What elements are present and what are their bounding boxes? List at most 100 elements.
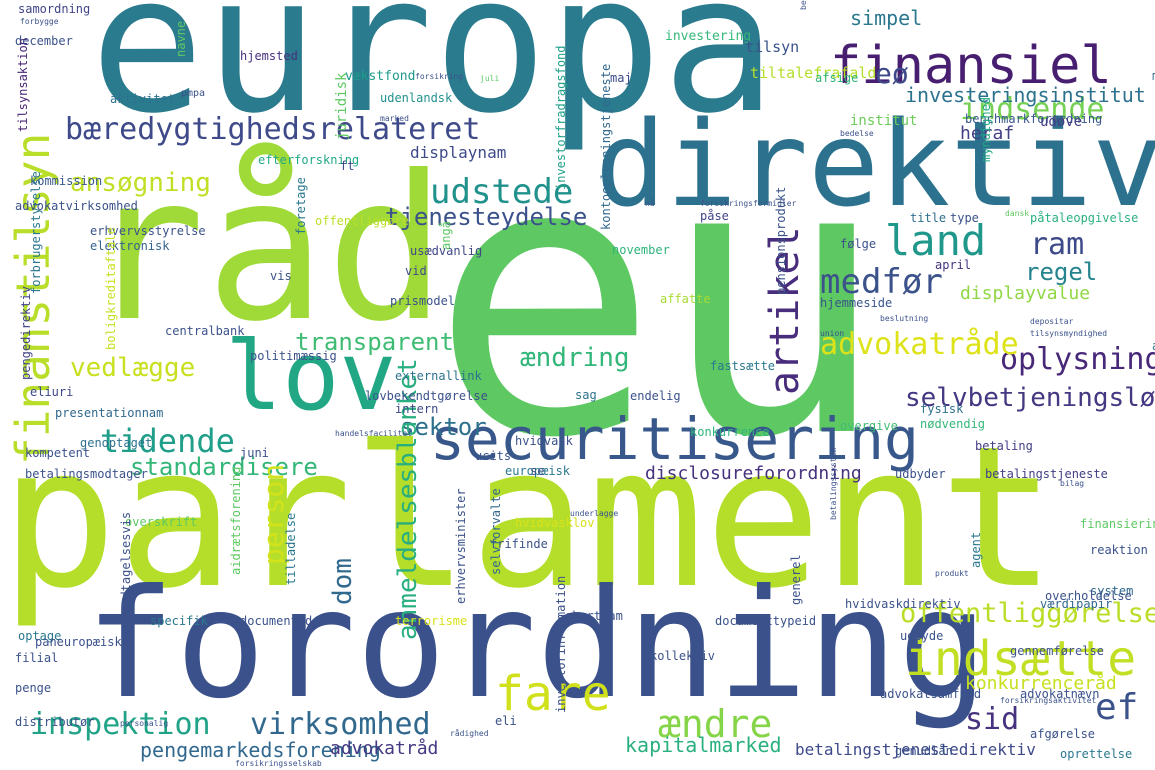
cloud-word: indsende (960, 92, 1105, 127)
cloud-word: europæisk (505, 464, 571, 478)
cloud-word: virksomhed (250, 707, 431, 742)
cloud-word: finansiering (1080, 517, 1155, 531)
cloud-word: advokatråd (330, 738, 439, 759)
cloud-word: kompetent (25, 446, 91, 460)
cloud-word: påtaleopgivelse (1030, 211, 1139, 225)
cloud-word: frifinde (490, 537, 548, 551)
cloud-word: tilsynsaktion (16, 38, 30, 132)
cloud-word: foretage (294, 177, 308, 235)
cloud-word: påse (700, 209, 729, 223)
cloud-word: efterforskning (258, 153, 360, 167)
cloud-word: prismodel (390, 294, 456, 308)
cloud-word: title (910, 211, 947, 225)
cloud-word: eliuri (30, 385, 74, 399)
cloud-word: transparent (295, 328, 454, 356)
cloud-word: investering (665, 29, 752, 44)
cloud-word: fysisk (920, 402, 964, 416)
cloud-word: externallink (395, 369, 482, 383)
cloud-word: anvendelse (1152, 340, 1155, 352)
cloud-word: undtagelsesvis (119, 511, 133, 613)
cloud-word: betalingstjenestedirektiv (795, 740, 1036, 759)
cloud-word: vis (270, 269, 292, 283)
cloud-word: forsikringsformidler (700, 199, 797, 208)
cloud-word: medfør (820, 262, 943, 302)
cloud-word: ram (1030, 227, 1085, 262)
cloud-word: reaktion (1090, 543, 1148, 557)
cloud-word: centralbank (165, 324, 245, 338)
cloud-word: finansiel (830, 36, 1112, 96)
cloud-word: securitisering (430, 405, 919, 473)
cloud-word: advokatnævn (1020, 687, 1100, 701)
cloud-word: intern (395, 402, 439, 416)
cloud-word: pengemarkedsforening (140, 738, 381, 762)
cloud-word: affatte (660, 292, 711, 306)
cloud-word: juli (480, 74, 500, 83)
cloud-word: documenttypeid (715, 614, 817, 628)
cloud-word: overgive (840, 419, 898, 433)
cloud-word: forbygge (20, 17, 59, 26)
cloud-word: betalingsmodtager (25, 467, 148, 481)
cloud-word: erhvervsstyrelse (90, 224, 206, 238)
cloud-word: overskrift (125, 515, 198, 529)
cloud-word: pengedirektiv (19, 286, 33, 380)
cloud-word: indsætte (905, 631, 1137, 687)
cloud-word: depositar (1030, 317, 1074, 326)
cloud-word: terrorisme (395, 614, 468, 628)
cloud-word: institut (850, 113, 918, 129)
cloud-word: hvidvasklov (515, 516, 595, 530)
cloud-word: gennemførelse (1010, 644, 1104, 658)
cloud-word: penge (15, 681, 52, 695)
cloud-word: hjemmeside (820, 296, 893, 310)
cloud-word: marked (380, 114, 409, 123)
cloud-word: offentliggørelse (900, 598, 1155, 629)
cloud-word: myndighed (979, 96, 993, 162)
cloud-word: vid (405, 264, 427, 278)
cloud-word: genudlån (895, 744, 953, 758)
cloud-word: udbyde (900, 629, 944, 643)
cloud-word: hvidvaskdirektiv (845, 597, 961, 611)
cloud-word: agent (969, 531, 983, 568)
cloud-word: sag (575, 388, 597, 402)
cloud-word: ansøgning (70, 168, 211, 198)
cloud-word: ef (1095, 687, 1139, 728)
cloud-word: offentliggøre (315, 214, 409, 228)
cloud-word: råd (85, 133, 447, 366)
cloud-word: bestemmelse (799, 0, 808, 10)
cloud-word: dom (328, 558, 358, 605)
cloud-word: lovbekendtgørelse (365, 389, 488, 403)
cloud-word: eu (430, 78, 888, 521)
cloud-word: rådighed (450, 729, 489, 738)
cloud-word: vækstfond (345, 69, 416, 84)
cloud-word: kommission (30, 174, 103, 188)
cloud-word: investeringsinstitut (905, 83, 1146, 107)
cloud-word: ucits (475, 449, 512, 463)
cloud-word: benchmarkforordning (965, 112, 1103, 126)
cloud-word: udøve (1040, 114, 1083, 130)
cloud-word: november (612, 243, 670, 257)
cloud-word: displaynam (410, 143, 507, 162)
cloud-word: sid (965, 702, 1020, 737)
cloud-word: konkurrenceråd (965, 673, 1117, 694)
cloud-word: eli (495, 714, 517, 728)
cloud-word: optage (18, 629, 62, 643)
cloud-word: udstede (430, 172, 574, 212)
cloud-word: lov (225, 322, 397, 432)
cloud-word: pmpa (181, 88, 206, 99)
cloud-word: union (820, 329, 845, 338)
cloud-word: juni (240, 446, 269, 460)
cloud-word: angå (439, 221, 453, 250)
cloud-word: usædvanlig (410, 244, 483, 258)
cloud-word: simpel (850, 6, 923, 30)
cloud-word: ændring (520, 343, 630, 373)
cloud-word: elektronisk (90, 239, 170, 253)
cloud-word: aidrætsforening (229, 466, 243, 575)
cloud-word: produkt (935, 569, 969, 578)
cloud-word: documentid (240, 614, 313, 628)
cloud-word: bedelse (840, 129, 874, 138)
cloud-word: hjemsted (240, 49, 298, 63)
cloud-word: europa (90, 0, 777, 155)
cloud-word: tjenesteydelse (385, 203, 588, 231)
cloud-word: sektor (400, 413, 487, 441)
cloud-word: eø (875, 57, 909, 90)
